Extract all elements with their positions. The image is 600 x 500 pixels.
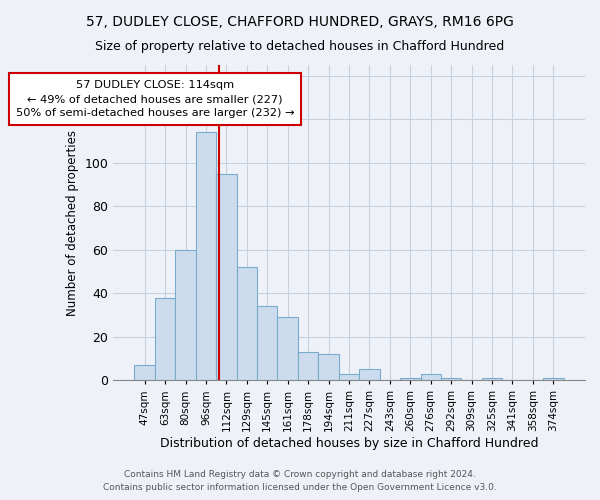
Text: 57, DUDLEY CLOSE, CHAFFORD HUNDRED, GRAYS, RM16 6PG: 57, DUDLEY CLOSE, CHAFFORD HUNDRED, GRAY… <box>86 15 514 29</box>
Bar <box>339 374 359 380</box>
Bar <box>482 378 502 380</box>
Text: Size of property relative to detached houses in Chafford Hundred: Size of property relative to detached ho… <box>95 40 505 53</box>
Bar <box>257 306 277 380</box>
Bar <box>236 267 257 380</box>
Bar <box>400 378 421 380</box>
Bar <box>277 317 298 380</box>
Bar <box>319 354 339 380</box>
Text: Contains HM Land Registry data © Crown copyright and database right 2024.
Contai: Contains HM Land Registry data © Crown c… <box>103 470 497 492</box>
Bar <box>155 298 175 380</box>
Bar <box>175 250 196 380</box>
Bar <box>359 370 380 380</box>
Bar <box>196 132 216 380</box>
Bar <box>441 378 461 380</box>
Text: 57 DUDLEY CLOSE: 114sqm
← 49% of detached houses are smaller (227)
50% of semi-d: 57 DUDLEY CLOSE: 114sqm ← 49% of detache… <box>16 80 294 118</box>
Bar <box>216 174 236 380</box>
Bar <box>543 378 563 380</box>
Bar <box>134 365 155 380</box>
Y-axis label: Number of detached properties: Number of detached properties <box>65 130 79 316</box>
Bar <box>298 352 319 380</box>
Bar <box>421 374 441 380</box>
X-axis label: Distribution of detached houses by size in Chafford Hundred: Distribution of detached houses by size … <box>160 437 538 450</box>
